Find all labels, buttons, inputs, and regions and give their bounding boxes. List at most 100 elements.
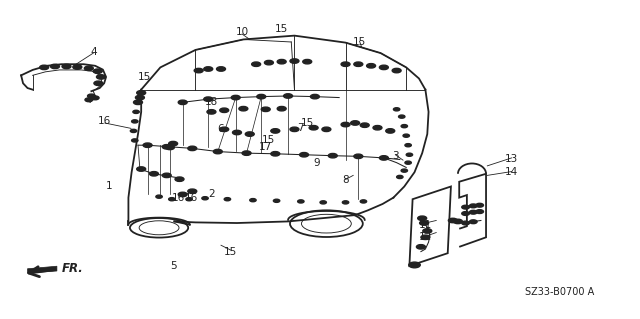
Circle shape: [401, 169, 408, 172]
Text: 3: 3: [392, 151, 399, 161]
Text: 13: 13: [505, 154, 518, 165]
Text: 9: 9: [314, 158, 320, 168]
Text: 5: 5: [170, 261, 177, 271]
Circle shape: [421, 235, 430, 240]
Circle shape: [132, 120, 138, 123]
Circle shape: [224, 197, 230, 201]
Circle shape: [232, 130, 241, 135]
Polygon shape: [28, 266, 57, 273]
Circle shape: [380, 156, 388, 160]
Text: 8: 8: [342, 175, 349, 185]
Circle shape: [394, 108, 400, 111]
Circle shape: [93, 69, 102, 73]
Circle shape: [166, 145, 174, 150]
Circle shape: [420, 221, 429, 225]
Circle shape: [169, 197, 175, 201]
Circle shape: [417, 245, 426, 249]
Text: FR.: FR.: [61, 262, 83, 275]
Circle shape: [202, 197, 208, 200]
Text: 12: 12: [419, 232, 432, 242]
Circle shape: [277, 107, 286, 111]
Circle shape: [290, 59, 299, 63]
Circle shape: [462, 221, 469, 225]
Circle shape: [134, 100, 143, 105]
Circle shape: [401, 124, 408, 128]
Circle shape: [231, 95, 240, 100]
Circle shape: [143, 143, 152, 147]
Circle shape: [252, 62, 260, 66]
Circle shape: [406, 153, 413, 156]
Circle shape: [380, 65, 388, 70]
Circle shape: [403, 134, 410, 137]
Circle shape: [342, 201, 349, 204]
Circle shape: [137, 167, 146, 171]
Circle shape: [73, 65, 82, 69]
Circle shape: [135, 101, 141, 104]
Circle shape: [476, 203, 483, 207]
Circle shape: [360, 123, 369, 127]
Circle shape: [277, 59, 286, 64]
Circle shape: [271, 129, 280, 133]
Circle shape: [273, 199, 280, 202]
Circle shape: [178, 100, 187, 105]
Text: 17: 17: [259, 142, 273, 152]
Text: 10: 10: [236, 27, 249, 37]
Circle shape: [351, 121, 360, 125]
Circle shape: [250, 198, 256, 202]
Circle shape: [298, 200, 304, 203]
Circle shape: [188, 146, 196, 151]
Circle shape: [261, 107, 270, 112]
Text: 15: 15: [301, 118, 314, 128]
Circle shape: [242, 151, 251, 155]
Circle shape: [131, 129, 137, 132]
Circle shape: [469, 204, 477, 208]
Circle shape: [341, 122, 350, 127]
Circle shape: [40, 65, 49, 70]
Text: 1: 1: [106, 182, 113, 191]
Circle shape: [386, 129, 395, 133]
Circle shape: [310, 94, 319, 99]
Circle shape: [449, 218, 458, 223]
Circle shape: [423, 229, 432, 233]
Circle shape: [354, 154, 363, 159]
Circle shape: [156, 195, 163, 198]
Circle shape: [51, 64, 60, 69]
Circle shape: [136, 95, 145, 100]
Circle shape: [354, 62, 363, 66]
Text: 16: 16: [98, 116, 111, 126]
Circle shape: [360, 200, 367, 203]
Circle shape: [322, 127, 331, 131]
Circle shape: [220, 108, 228, 113]
Circle shape: [188, 189, 196, 194]
Circle shape: [94, 81, 103, 85]
Circle shape: [137, 91, 146, 95]
Text: SZ33-B0700 A: SZ33-B0700 A: [525, 287, 595, 297]
Circle shape: [169, 141, 177, 146]
Circle shape: [194, 68, 203, 73]
Circle shape: [84, 66, 93, 70]
Text: 15: 15: [262, 136, 276, 145]
Circle shape: [163, 145, 172, 149]
Circle shape: [239, 107, 248, 111]
Text: 7: 7: [298, 123, 304, 133]
Circle shape: [462, 205, 469, 209]
Circle shape: [405, 144, 412, 147]
Circle shape: [462, 211, 469, 215]
Circle shape: [418, 216, 427, 220]
Circle shape: [320, 201, 326, 204]
Circle shape: [133, 110, 140, 114]
Circle shape: [213, 149, 222, 154]
Circle shape: [409, 262, 420, 268]
Circle shape: [163, 173, 172, 178]
Circle shape: [62, 64, 71, 69]
Circle shape: [392, 68, 401, 73]
Text: 18: 18: [205, 97, 218, 107]
Circle shape: [309, 125, 318, 130]
Circle shape: [175, 177, 184, 182]
Circle shape: [186, 197, 192, 201]
Circle shape: [178, 192, 187, 197]
Text: 14: 14: [505, 167, 518, 177]
Circle shape: [476, 210, 483, 213]
Text: 2: 2: [208, 189, 215, 199]
Circle shape: [399, 115, 405, 118]
